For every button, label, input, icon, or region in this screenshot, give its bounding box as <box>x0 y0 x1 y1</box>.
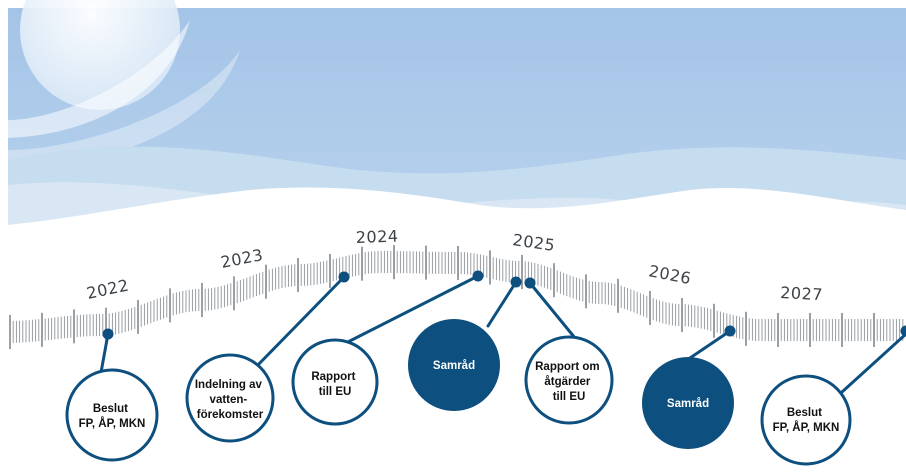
year-label-2027: 2027 <box>780 283 824 304</box>
dot-samrad-2 <box>724 325 736 337</box>
svg-text:Beslut FP, ÅP, MKN: Beslut FP, ÅP, MKN <box>773 407 840 434</box>
milestone-text: till EU <box>553 391 586 403</box>
milestone-text: vatten- <box>210 394 248 406</box>
dot-rapport-eu <box>472 270 484 282</box>
dot-rapport-atgarder <box>524 277 536 289</box>
milestone-samrad-1[interactable]: Samråd <box>408 319 500 411</box>
milestone-rapport-eu[interactable]: Rapport till EU <box>291 338 379 426</box>
milestone-text: Beslut <box>787 407 822 419</box>
swoosh-1 <box>8 20 190 138</box>
connector-rapport-atgarder <box>528 281 577 340</box>
milestone-text: förekomster <box>197 409 264 421</box>
milestone-text: FP, ÅP, MKN <box>79 417 146 430</box>
year-labels: 2022 2023 2024 2025 2026 2027 <box>85 227 824 305</box>
connector-samrad-1 <box>486 280 518 328</box>
milestone-text: Beslut <box>93 403 128 415</box>
connector-samrad-2 <box>688 329 732 360</box>
svg-text:Rapport om åtgärder: Rapport om åtgärder till EU <box>535 361 603 403</box>
year-label-2024: 2024 <box>355 227 398 247</box>
milestone-text: FP, ÅP, MKN <box>773 421 840 434</box>
milestone-text: åtgärder <box>544 376 591 388</box>
milestone-text: Rapport <box>311 371 355 383</box>
svg-text:Indelning av vatten-: Indelning av vatten- förekomster <box>195 379 265 421</box>
milestone-dots <box>102 270 906 340</box>
milestone-text: Samråd <box>433 360 475 372</box>
milestone-indelning[interactable]: Indelning av vatten- förekomster <box>185 353 275 443</box>
svg-text:Beslut FP, ÅP, MKN: Beslut FP, ÅP, MKN <box>79 403 146 430</box>
dot-samrad-1 <box>510 276 522 288</box>
connector-beslut-2 <box>840 332 906 394</box>
milestone-text: Samråd <box>667 398 709 410</box>
dot-indelning <box>338 271 350 283</box>
svg-text:Samråd: Samråd <box>433 360 475 372</box>
dot-beslut-1 <box>102 328 114 340</box>
svg-text:Samråd: Samråd <box>667 398 709 410</box>
milestone-samrad-2[interactable]: Samråd <box>642 357 734 449</box>
milestone-beslut-2[interactable]: Beslut FP, ÅP, MKN <box>760 374 852 466</box>
svg-text:Rapport till EU: Rapport till EU <box>311 371 358 398</box>
connector-rapport-eu <box>330 274 480 352</box>
connector-indelning <box>253 275 346 370</box>
milestone-rapport-atgarder[interactable]: Rapport om åtgärder till EU <box>524 335 614 425</box>
milestone-text: Rapport om <box>535 361 600 373</box>
milestone-text: till EU <box>319 386 352 398</box>
milestone-beslut-1[interactable]: Beslut FP, ÅP, MKN <box>65 368 159 462</box>
milestone-text: Indelning av <box>195 379 263 391</box>
dot-beslut-2 <box>900 325 906 337</box>
